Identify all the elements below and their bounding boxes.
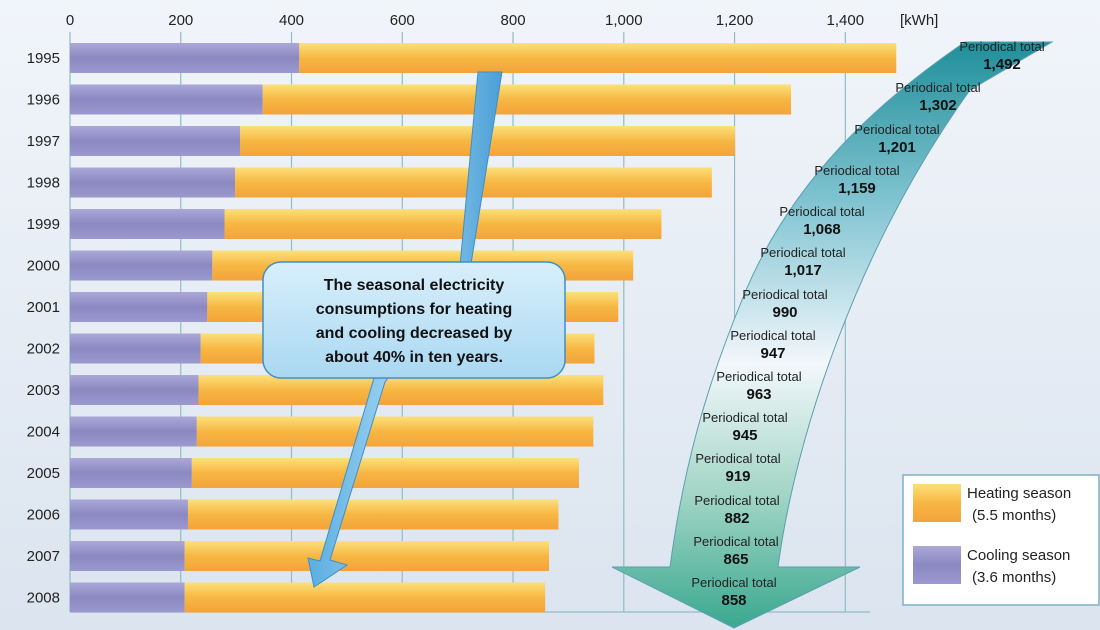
bar-heating-2007 [184, 541, 550, 571]
periodical-total-label: Periodical total [742, 287, 827, 302]
periodical-total-value: 1,068 [803, 221, 841, 238]
year-label: 1997 [27, 133, 60, 150]
x-tick-label: 0 [66, 12, 74, 29]
periodical-total-value: 1,201 [878, 139, 916, 156]
legend-sublabel: (3.6 months) [972, 569, 1056, 586]
bar-heating-2006 [187, 499, 559, 530]
bar-cooling-2003 [70, 375, 199, 405]
periodical-total-value: 963 [746, 386, 771, 403]
periodical-total-label: Periodical total [695, 451, 780, 466]
legend-swatch [913, 484, 961, 522]
year-label: 2004 [27, 424, 60, 441]
bar-cooling-1998 [70, 167, 236, 198]
bar-cooling-2006 [70, 499, 188, 530]
legend-label: Cooling season [967, 547, 1070, 564]
year-label: 2007 [27, 548, 60, 565]
year-label: 2006 [27, 507, 60, 524]
year-label: 2005 [27, 465, 60, 482]
bar-cooling-2004 [70, 416, 197, 447]
periodical-total-label: Periodical total [702, 410, 787, 425]
bar-cooling-1995 [70, 43, 300, 73]
legend-swatch [913, 546, 961, 584]
periodical-total-label: Periodical total [760, 245, 845, 260]
periodical-total-label: Periodical total [814, 163, 899, 178]
bar-cooling-1999 [70, 209, 225, 239]
periodical-total-value: 858 [721, 592, 746, 609]
bar-cooling-1996 [70, 84, 263, 115]
periodical-total-value: 919 [725, 468, 750, 485]
bar-cooling-2000 [70, 250, 213, 281]
callout-text-line: about 40% in ten years. [325, 349, 503, 366]
periodical-total-value: 990 [772, 304, 797, 321]
year-label: 2002 [27, 341, 60, 358]
periodical-total-label: Periodical total [694, 493, 779, 508]
callout-text-line: and cooling decreased by [316, 325, 513, 342]
callout-text-line: The seasonal electricity [324, 277, 505, 294]
bar-cooling-2007 [70, 541, 185, 571]
bar-cooling-1997 [70, 126, 241, 156]
year-label: 1996 [27, 92, 60, 109]
x-tick-label: 800 [501, 12, 526, 29]
x-tick-label: 1,200 [716, 12, 754, 29]
bar-heating-2008 [184, 582, 546, 613]
periodical-total-value: 1,159 [838, 180, 876, 197]
legend-sublabel: (5.5 months) [972, 507, 1056, 524]
bar-heating-1996 [262, 84, 792, 115]
periodical-total-value: 1,492 [983, 56, 1021, 73]
periodical-total-value: 1,017 [784, 262, 822, 279]
bar-cooling-2005 [70, 458, 192, 488]
x-tick-label: 1,400 [827, 12, 865, 29]
bar-heating-2005 [191, 458, 579, 488]
callout-text-line: consumptions for heating [316, 301, 512, 318]
year-label: 1998 [27, 175, 60, 192]
periodical-total-label: Periodical total [730, 328, 815, 343]
bar-heating-2004 [196, 416, 594, 447]
year-label: 1995 [27, 50, 60, 67]
bar-cooling-2002 [70, 333, 201, 364]
trend-arrow-teal [611, 41, 1054, 629]
bar-heating-2003 [198, 375, 604, 405]
periodical-total-value: 947 [760, 345, 785, 362]
periodical-total-label: Periodical total [716, 369, 801, 384]
periodical-total-value: 865 [723, 551, 748, 568]
periodical-total-label: Periodical total [959, 39, 1044, 54]
periodical-total-value: 882 [724, 510, 749, 527]
bar-heating-1995 [299, 43, 897, 73]
x-unit-label: [kWh] [900, 12, 938, 29]
periodical-total-value: 1,302 [919, 97, 957, 114]
year-label: 2000 [27, 258, 60, 275]
bar-cooling-2001 [70, 292, 208, 322]
bar-heating-1999 [224, 209, 662, 239]
x-tick-label: 600 [390, 12, 415, 29]
callout-box [262, 261, 566, 379]
year-label: 2001 [27, 299, 60, 316]
year-label: 2003 [27, 382, 60, 399]
x-tick-label: 1,000 [605, 12, 643, 29]
periodical-total-label: Periodical total [895, 80, 980, 95]
year-label: 1999 [27, 216, 60, 233]
legend-label: Heating season [967, 485, 1071, 502]
periodical-total-label: Periodical total [779, 204, 864, 219]
bar-cooling-2008 [70, 582, 185, 613]
periodical-total-label: Periodical total [691, 575, 776, 590]
periodical-total-label: Periodical total [693, 534, 778, 549]
x-tick-label: 400 [279, 12, 304, 29]
year-label: 2008 [27, 590, 60, 607]
periodical-total-label: Periodical total [854, 122, 939, 137]
periodical-total-value: 945 [732, 427, 757, 444]
x-tick-label: 200 [168, 12, 193, 29]
